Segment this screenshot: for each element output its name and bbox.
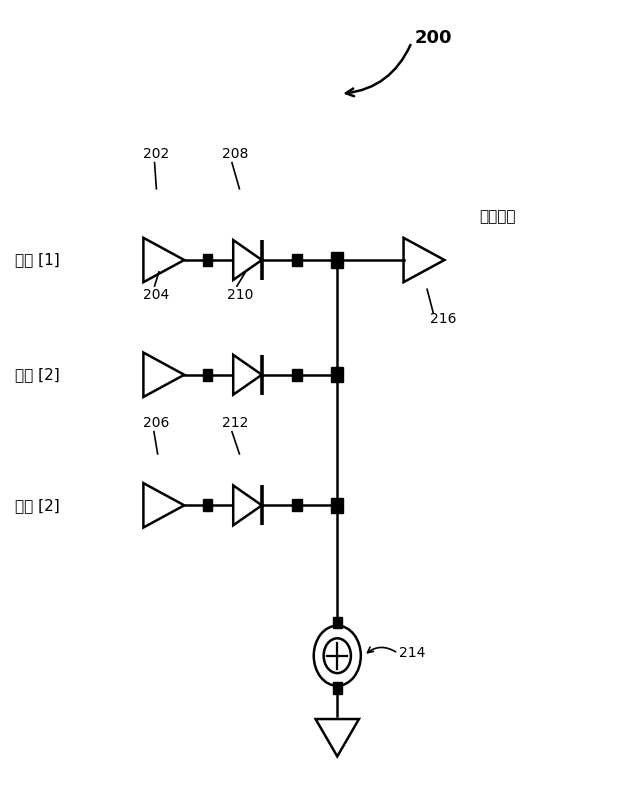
Text: 212: 212 bbox=[222, 416, 248, 430]
Bar bbox=[202, 369, 212, 381]
Polygon shape bbox=[233, 355, 262, 395]
Bar bbox=[332, 617, 342, 628]
Bar bbox=[331, 253, 343, 268]
Text: 210: 210 bbox=[227, 288, 253, 302]
Text: 入力 [1]: 入力 [1] bbox=[15, 253, 60, 268]
Text: 208: 208 bbox=[222, 147, 248, 161]
Bar bbox=[292, 500, 302, 512]
Text: 入力 [2]: 入力 [2] bbox=[15, 498, 60, 512]
Text: 214: 214 bbox=[399, 646, 426, 661]
Text: 電圧最大: 電圧最大 bbox=[480, 209, 516, 224]
Polygon shape bbox=[233, 485, 262, 525]
Text: 202: 202 bbox=[143, 147, 169, 161]
Bar bbox=[332, 682, 342, 694]
Bar bbox=[331, 367, 343, 383]
Text: 206: 206 bbox=[143, 416, 169, 430]
Polygon shape bbox=[233, 240, 262, 280]
Text: 入力 [2]: 入力 [2] bbox=[15, 367, 60, 383]
Bar bbox=[292, 254, 302, 266]
Bar bbox=[331, 498, 343, 512]
Text: 216: 216 bbox=[430, 312, 457, 326]
Text: 200: 200 bbox=[415, 29, 452, 47]
Bar bbox=[292, 369, 302, 381]
Text: 204: 204 bbox=[143, 288, 169, 302]
Bar bbox=[202, 254, 212, 266]
Bar bbox=[202, 500, 212, 512]
